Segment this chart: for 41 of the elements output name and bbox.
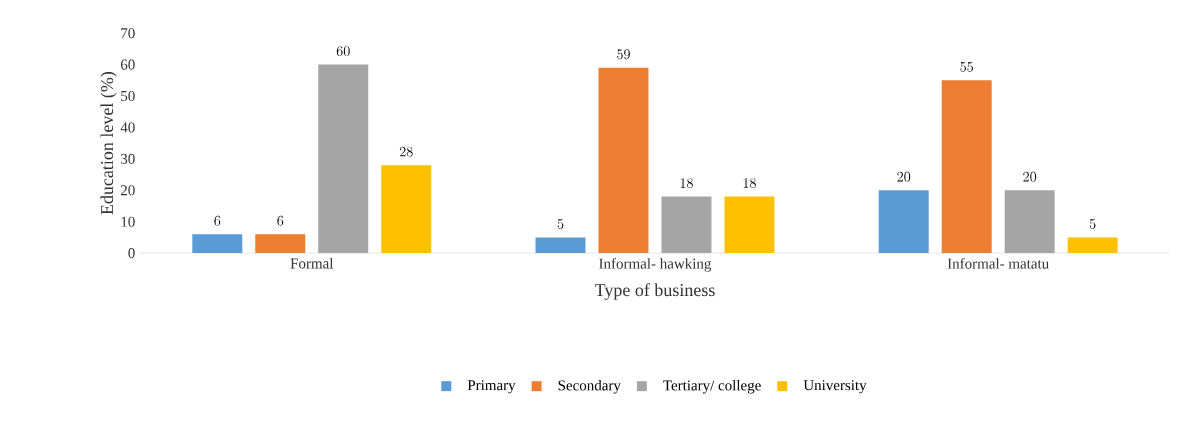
data-label: 20: [1023, 171, 1037, 182]
bar: [535, 237, 586, 253]
bar: [878, 190, 929, 253]
data-label: 28: [399, 146, 413, 157]
data-label: 6: [214, 215, 221, 226]
y-tick-label: 0: [128, 247, 135, 259]
legend-label: University: [803, 380, 867, 394]
data-label: 20: [897, 171, 911, 182]
data-label: 60: [336, 46, 350, 56]
x-axis-title: Type of business: [594, 283, 715, 300]
y-tick-label: 20: [120, 185, 135, 196]
bar: [255, 234, 306, 253]
y-tick-label: 50: [121, 90, 135, 101]
bar: [661, 196, 712, 253]
y-tick-label: 10: [121, 216, 135, 227]
y-tick-label: 30: [121, 153, 135, 164]
bar: [1067, 237, 1118, 253]
bar: [318, 64, 369, 253]
data-label: 5: [557, 218, 564, 229]
y-tick-label: 70: [121, 28, 135, 39]
bar: [724, 196, 775, 253]
bar: [381, 165, 432, 253]
bar: [941, 80, 992, 253]
bar: [192, 234, 243, 253]
y-axis-title: Education level (%): [100, 71, 117, 215]
x-tick-label: Formal: [290, 257, 334, 269]
legend-label: Secondary: [558, 379, 621, 394]
data-label: 6: [277, 215, 284, 226]
data-label: 18: [680, 178, 693, 188]
bar: [598, 67, 649, 253]
y-tick-label: 40: [120, 122, 135, 133]
x-tick-label: Informal- hawking: [599, 257, 712, 272]
data-label: 18: [743, 178, 756, 188]
legend-label: Tertiary/ college: [663, 379, 761, 394]
legend-label: Primary: [467, 380, 516, 394]
bar: [1004, 190, 1055, 253]
data-label: 59: [617, 49, 630, 60]
data-label: 5: [1089, 218, 1096, 229]
data-label: 55: [960, 61, 974, 72]
x-tick-label: Informal- matatu: [947, 257, 1049, 269]
y-tick-label: 60: [120, 59, 135, 70]
